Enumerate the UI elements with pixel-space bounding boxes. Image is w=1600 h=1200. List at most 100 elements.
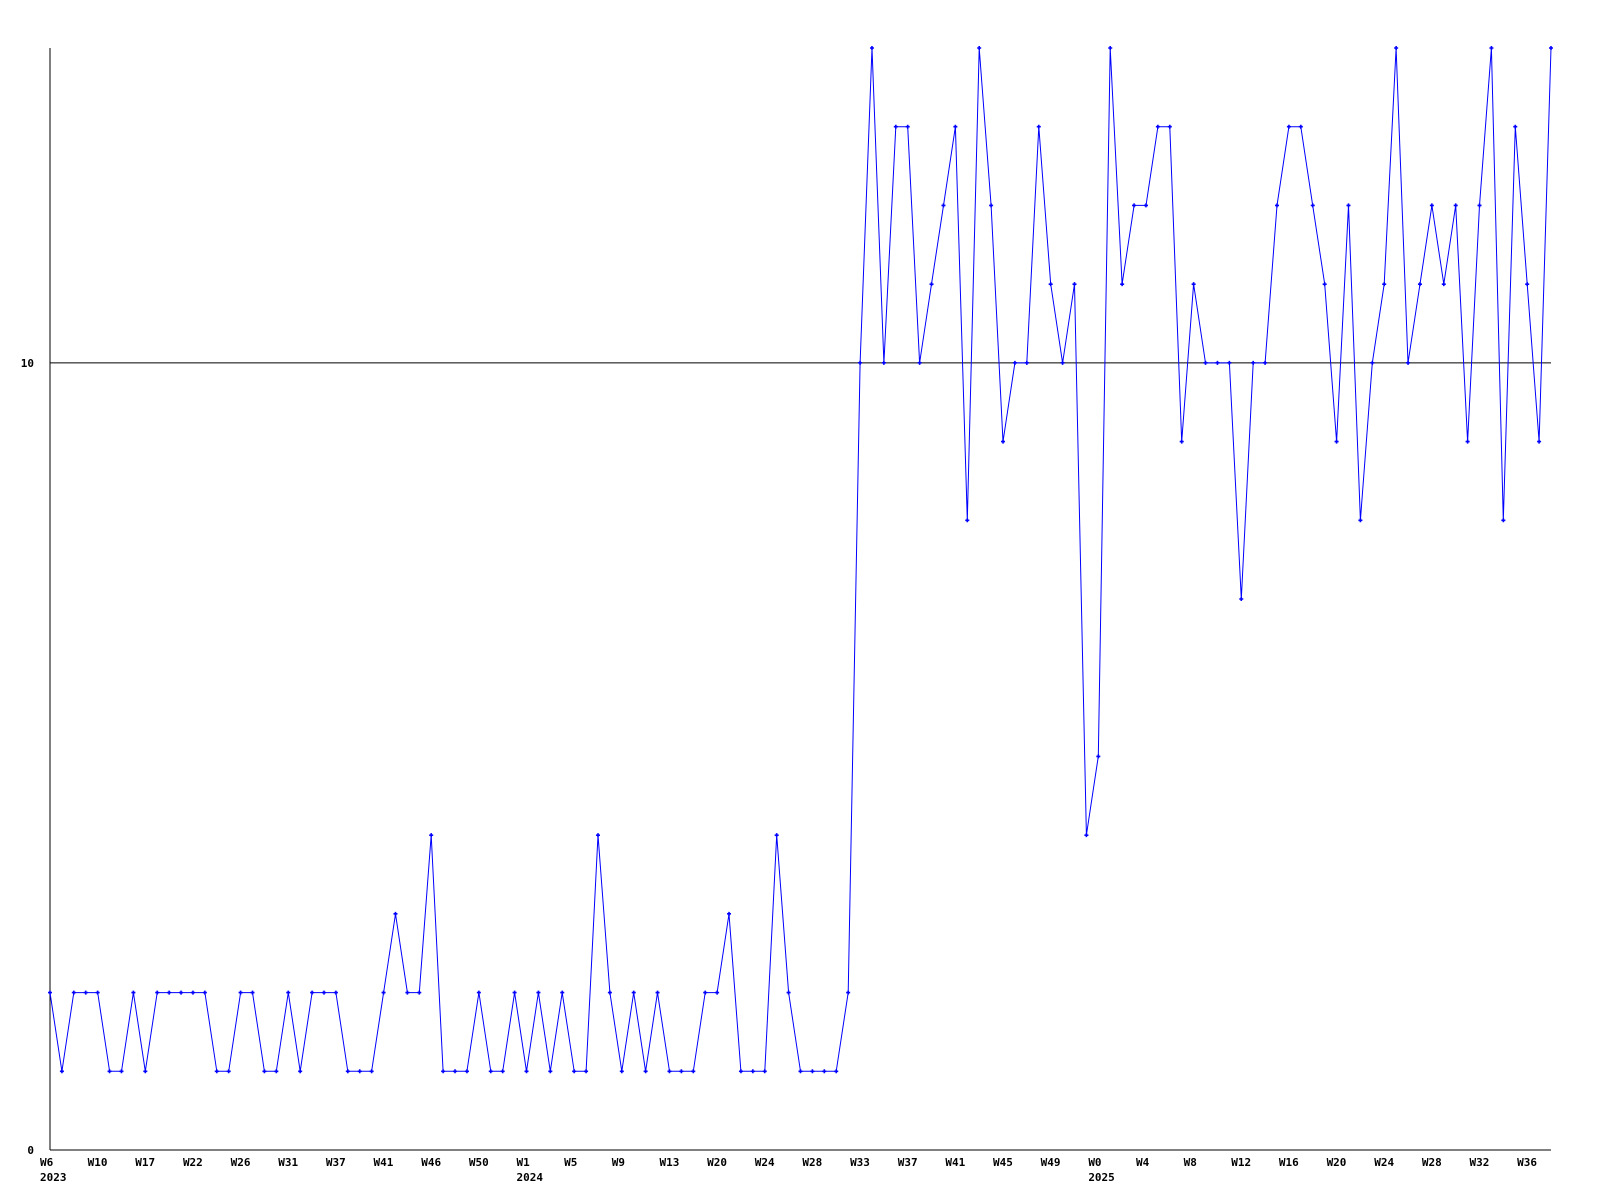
x-tick-label: W41 bbox=[374, 1156, 394, 1169]
data-point bbox=[667, 1069, 672, 1074]
data-point bbox=[262, 1069, 267, 1074]
data-point bbox=[1310, 203, 1315, 208]
data-point bbox=[298, 1069, 303, 1074]
x-tick-label: W50 bbox=[469, 1156, 489, 1169]
data-point bbox=[869, 46, 874, 50]
data-point bbox=[512, 990, 517, 995]
data-point bbox=[1060, 360, 1065, 365]
x-tick-label: W1 bbox=[517, 1156, 531, 1169]
data-point bbox=[1203, 360, 1208, 365]
data-point bbox=[1167, 124, 1172, 129]
x-tick-label: W20 bbox=[1327, 1156, 1347, 1169]
data-point bbox=[655, 990, 660, 995]
data-point bbox=[143, 1069, 148, 1074]
x-tick-label: W22 bbox=[183, 1156, 203, 1169]
x-tick-label: W37 bbox=[326, 1156, 346, 1169]
x-year-label: 2024 bbox=[517, 1171, 544, 1184]
data-point bbox=[1513, 124, 1518, 129]
data-point bbox=[679, 1069, 684, 1074]
data-point bbox=[1465, 439, 1470, 444]
x-tick-label: W28 bbox=[802, 1156, 822, 1169]
x-tick-label: W16 bbox=[1279, 1156, 1299, 1169]
data-point bbox=[345, 1069, 350, 1074]
data-point bbox=[226, 1069, 231, 1074]
data-point bbox=[500, 1069, 505, 1074]
data-point bbox=[1132, 203, 1137, 208]
data-point bbox=[810, 1069, 815, 1074]
x-tick-label: W26 bbox=[231, 1156, 251, 1169]
data-point bbox=[71, 990, 76, 995]
x-tick-label: W6 bbox=[40, 1156, 54, 1169]
data-point bbox=[1084, 833, 1089, 838]
data-point bbox=[536, 990, 541, 995]
data-point bbox=[1024, 360, 1029, 365]
data-point bbox=[1001, 439, 1006, 444]
data-point bbox=[95, 990, 100, 995]
x-year-label: 2023 bbox=[40, 1171, 67, 1184]
data-point bbox=[822, 1069, 827, 1074]
data-point bbox=[643, 1069, 648, 1074]
x-tick-label: W31 bbox=[278, 1156, 298, 1169]
data-point bbox=[524, 1069, 529, 1074]
data-point bbox=[393, 911, 398, 916]
x-tick-label: W24 bbox=[755, 1156, 775, 1169]
data-point bbox=[190, 990, 195, 995]
data-point bbox=[834, 1069, 839, 1074]
x-tick-label: W10 bbox=[88, 1156, 108, 1169]
series-line bbox=[49, 47, 1552, 1072]
data-point bbox=[965, 518, 970, 523]
data-point bbox=[1334, 439, 1339, 444]
x-tick-label: W24 bbox=[1374, 1156, 1394, 1169]
data-point bbox=[1537, 439, 1542, 444]
data-point bbox=[1406, 360, 1411, 365]
data-point bbox=[1191, 282, 1196, 287]
x-tick-label: W20 bbox=[707, 1156, 727, 1169]
data-point bbox=[750, 1069, 755, 1074]
data-point bbox=[548, 1069, 553, 1074]
data-point bbox=[953, 124, 958, 129]
data-point bbox=[1358, 518, 1363, 523]
x-tick-label: W13 bbox=[659, 1156, 679, 1169]
data-point bbox=[1096, 754, 1101, 759]
data-point bbox=[1143, 203, 1148, 208]
data-point bbox=[321, 990, 326, 995]
data-point bbox=[1346, 203, 1351, 208]
x-tick-label: W9 bbox=[612, 1156, 625, 1169]
data-point bbox=[917, 360, 922, 365]
axes bbox=[49, 48, 1551, 1151]
data-point bbox=[881, 360, 886, 365]
data-point bbox=[1155, 124, 1160, 129]
data-point bbox=[1477, 203, 1482, 208]
data-point bbox=[274, 1069, 279, 1074]
data-point bbox=[560, 990, 565, 995]
data-point bbox=[715, 990, 720, 995]
data-point bbox=[1394, 46, 1399, 50]
data-point bbox=[774, 833, 779, 838]
x-tick-label: W12 bbox=[1231, 1156, 1251, 1169]
data-point bbox=[1072, 282, 1077, 287]
x-tick-label: W4 bbox=[1136, 1156, 1150, 1169]
data-point bbox=[1036, 124, 1041, 129]
data-point bbox=[1382, 282, 1387, 287]
data-point bbox=[1227, 360, 1232, 365]
data-point bbox=[488, 1069, 493, 1074]
data-point bbox=[464, 1069, 469, 1074]
data-point bbox=[179, 990, 184, 995]
data-point bbox=[1012, 360, 1017, 365]
data-point bbox=[786, 990, 791, 995]
data-point bbox=[83, 990, 88, 995]
data-point bbox=[310, 990, 315, 995]
data-point bbox=[441, 1069, 446, 1074]
data-point bbox=[1453, 203, 1458, 208]
data-point bbox=[286, 990, 291, 995]
data-point bbox=[727, 911, 732, 916]
data-point bbox=[584, 1069, 589, 1074]
data-point bbox=[333, 990, 338, 995]
data-point bbox=[238, 990, 243, 995]
data-point bbox=[691, 1069, 696, 1074]
x-tick-label: W8 bbox=[1184, 1156, 1197, 1169]
data-point bbox=[929, 282, 934, 287]
x-tick-label: W46 bbox=[421, 1156, 441, 1169]
data-point bbox=[250, 990, 255, 995]
